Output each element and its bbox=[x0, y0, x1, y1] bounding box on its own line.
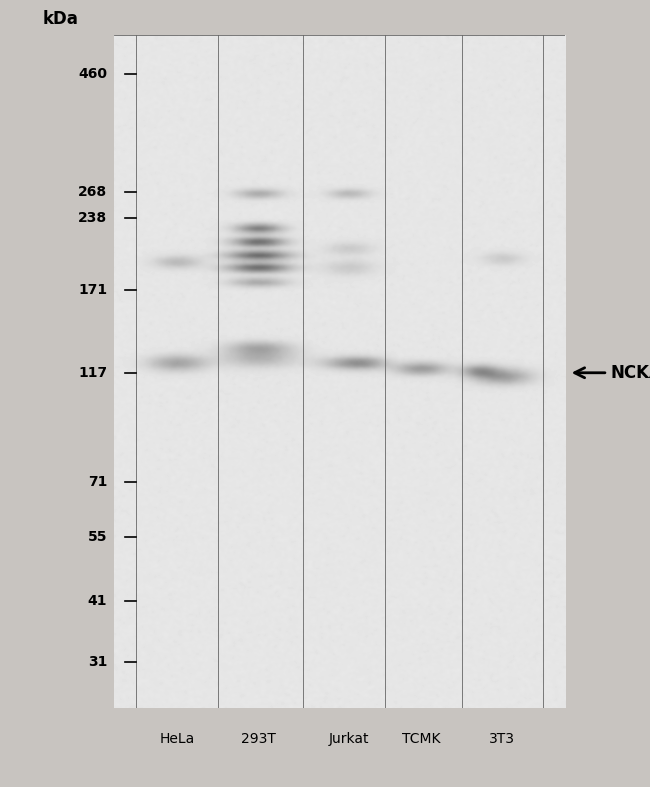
Text: 460: 460 bbox=[78, 67, 107, 81]
Text: 55: 55 bbox=[88, 530, 107, 545]
Text: 238: 238 bbox=[78, 211, 107, 225]
Text: HeLa: HeLa bbox=[159, 732, 194, 746]
Text: 71: 71 bbox=[88, 475, 107, 489]
Text: 3T3: 3T3 bbox=[489, 732, 515, 746]
Text: NCKAP1: NCKAP1 bbox=[611, 364, 650, 382]
Text: 171: 171 bbox=[78, 283, 107, 297]
Text: 268: 268 bbox=[78, 185, 107, 199]
Text: 117: 117 bbox=[78, 366, 107, 380]
Text: kDa: kDa bbox=[42, 9, 78, 28]
Text: 31: 31 bbox=[88, 656, 107, 670]
Text: 293T: 293T bbox=[241, 732, 276, 746]
Text: Jurkat: Jurkat bbox=[328, 732, 369, 746]
Text: 41: 41 bbox=[88, 594, 107, 608]
Text: TCMK: TCMK bbox=[402, 732, 440, 746]
